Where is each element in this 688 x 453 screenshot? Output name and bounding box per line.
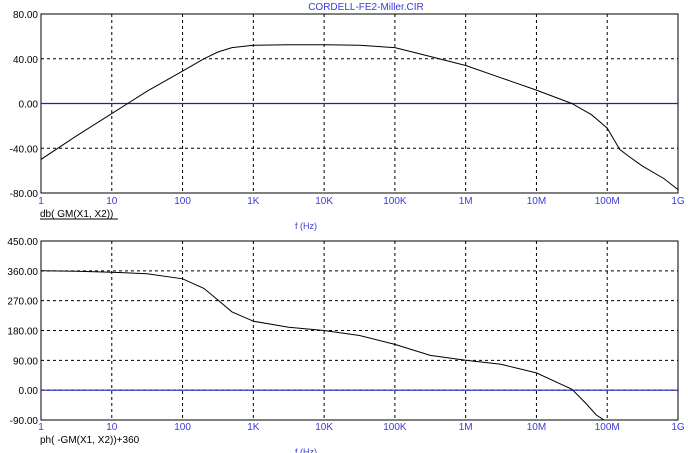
x-tick-label: 10M (527, 422, 546, 433)
y-tick-label: 360.00 (7, 267, 38, 278)
series-line (41, 44, 678, 190)
chart-title: CORDELL-FE2-Miller.CIR (308, 2, 424, 13)
x-tick-label: 1 (38, 196, 44, 207)
y-tick-label: -90.00 (10, 416, 39, 427)
x-tick-label: 100M (595, 196, 620, 207)
x-axis-label: f (Hz) (295, 447, 317, 453)
y-tick-label: 0.00 (19, 100, 39, 111)
x-tick-label: 100 (174, 422, 191, 433)
x-tick-label: 1K (247, 422, 260, 433)
x-tick-label: 1 (38, 422, 44, 433)
y-tick-label: -80.00 (10, 189, 39, 200)
x-tick-label: 100 (174, 196, 191, 207)
x-tick-label: 10 (106, 196, 118, 207)
x-tick-label: 10M (527, 196, 546, 207)
x-tick-label: 10K (315, 196, 333, 207)
y-tick-label: 0.00 (19, 386, 39, 397)
x-tick-label: 10K (315, 422, 333, 433)
x-tick-label: 10 (106, 422, 118, 433)
y-tick-label: 90.00 (13, 356, 38, 367)
x-tick-label: 1G (671, 422, 685, 433)
series-line (41, 270, 605, 420)
x-tick-label: 1K (247, 196, 260, 207)
x-tick-label: 100K (383, 422, 407, 433)
trace-label[interactable]: db( GM(X1, X2)) (40, 209, 113, 220)
magnitude-plot: 1 10 100 1K 10K 100K 1M 10M 100M 1G 80.00 40.00 0.00… (10, 10, 685, 231)
y-tick-label: 270.00 (7, 297, 38, 308)
trace-label[interactable]: ph( -GM(X1, X2))+360 (40, 435, 140, 446)
x-tick-label: 1G (671, 196, 685, 207)
y-tick-label: -40.00 (10, 144, 39, 155)
phase-plot: 1 10 100 1K 10K 100K 1M 10M 100M 1G 450.00 360.00 27… (7, 237, 684, 453)
x-axis-label: f (Hz) (295, 221, 317, 231)
x-tick-label: 100M (595, 422, 620, 433)
y-tick-label: 450.00 (7, 237, 38, 248)
x-tick-label: 1M (459, 422, 473, 433)
y-tick-label: 80.00 (13, 10, 38, 21)
y-tick-label: 180.00 (7, 327, 38, 338)
y-tick-label: 40.00 (13, 55, 38, 66)
x-tick-label: 100K (383, 196, 407, 207)
x-tick-label: 1M (459, 196, 473, 207)
